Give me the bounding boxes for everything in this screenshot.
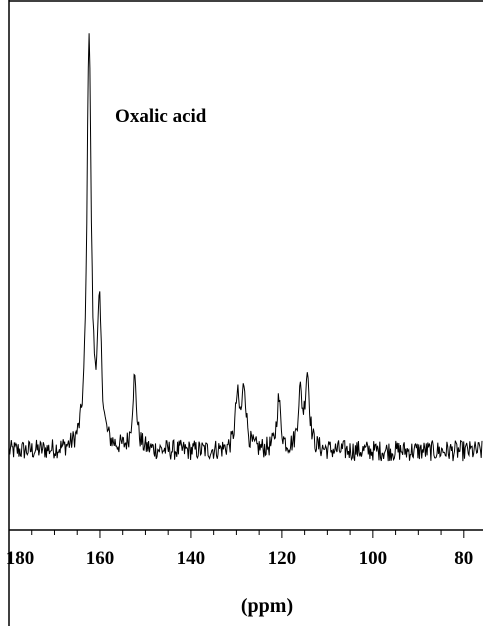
x-tick-label: 80: [454, 548, 473, 569]
x-axis-ticks: [8, 530, 465, 538]
x-tick-label: 160: [86, 548, 115, 569]
spectrum-line: [8, 33, 483, 462]
x-tick-label: 180: [6, 548, 35, 569]
x-axis-title: (ppm): [241, 595, 293, 617]
x-tick-label: 120: [268, 548, 297, 569]
oxalic-acid-annotation: Oxalic acid: [115, 106, 207, 127]
x-tick-label: 140: [177, 548, 206, 569]
x-tick-label: 100: [359, 548, 388, 569]
x-axis-tick-labels: 180 160 140 120 100 80: [6, 548, 474, 569]
